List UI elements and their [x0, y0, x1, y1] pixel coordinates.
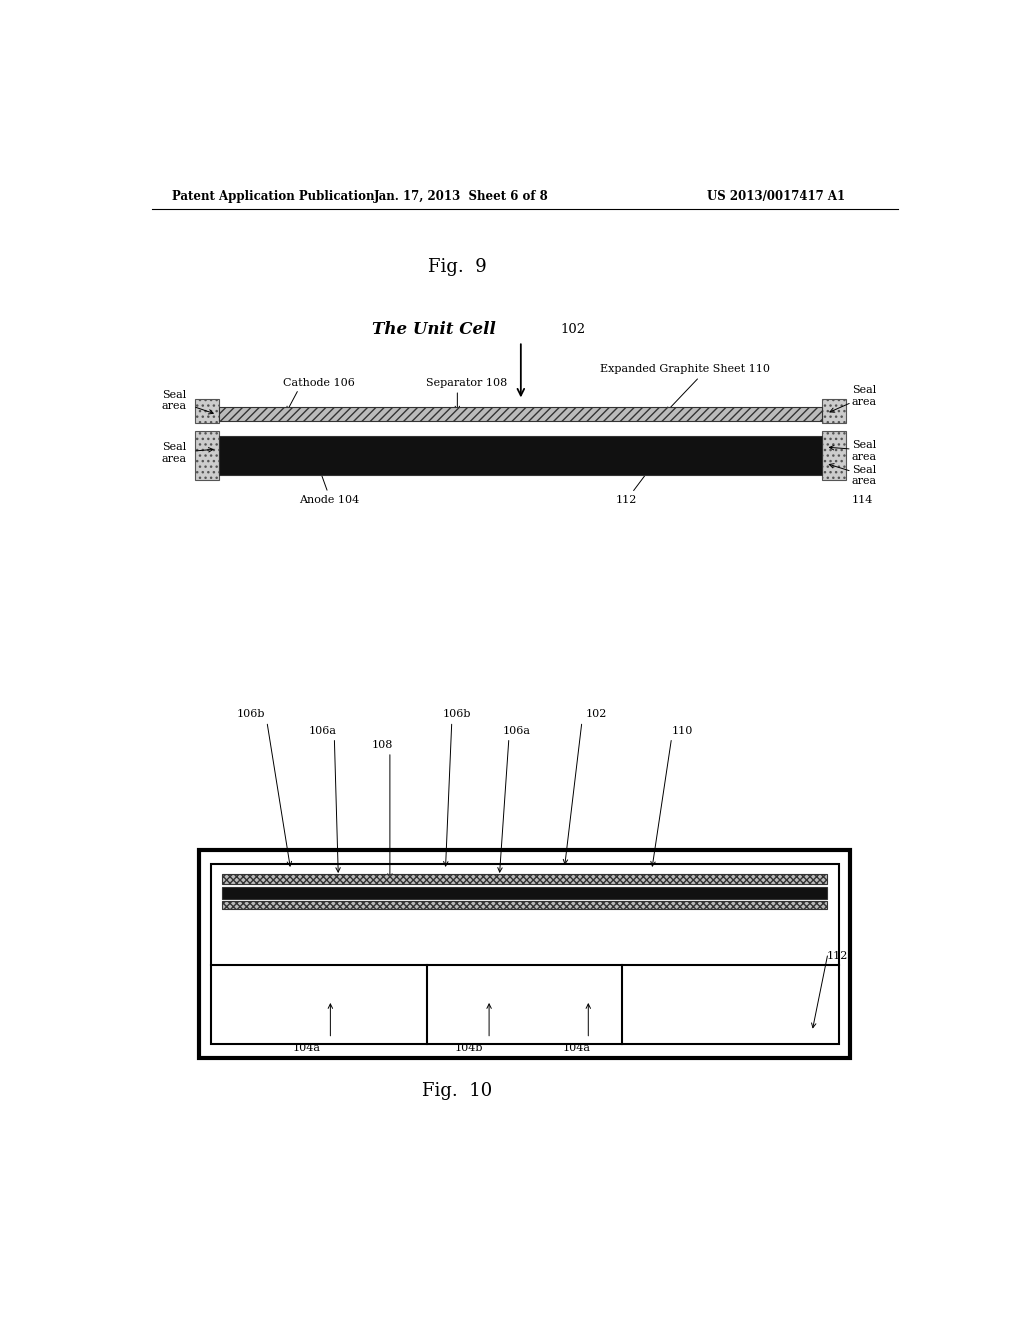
Bar [822, 399, 846, 422]
Text: 102: 102 [560, 322, 586, 335]
Text: Separator 108: Separator 108 [426, 378, 507, 388]
Text: 106a: 106a [308, 726, 337, 735]
Text: Fig.  9: Fig. 9 [428, 259, 486, 276]
Bar [222, 902, 827, 908]
Bar [222, 887, 827, 899]
Text: Fig.  10: Fig. 10 [422, 1082, 493, 1101]
Text: Seal
area: Seal area [162, 389, 186, 411]
Bar [222, 874, 827, 884]
Text: 102: 102 [586, 709, 607, 719]
Text: 104b: 104b [455, 1043, 483, 1052]
Bar [219, 408, 822, 421]
Text: Anode 104: Anode 104 [299, 495, 358, 506]
Bar [196, 430, 219, 479]
Bar [822, 430, 846, 479]
Text: 104a: 104a [562, 1043, 591, 1052]
Text: 112: 112 [826, 952, 848, 961]
Bar [200, 850, 850, 1057]
Bar [219, 436, 822, 474]
Text: 106a: 106a [503, 726, 530, 735]
Text: Seal
area: Seal area [852, 441, 877, 462]
Text: Seal
area: Seal area [852, 465, 877, 486]
Text: US 2013/0017417 A1: US 2013/0017417 A1 [708, 190, 846, 202]
Bar [196, 399, 219, 422]
Text: Seal
area: Seal area [162, 442, 186, 463]
Text: 110: 110 [672, 726, 693, 735]
Text: Cathode 106: Cathode 106 [283, 378, 354, 388]
Text: 106b: 106b [443, 709, 472, 719]
Text: 112: 112 [616, 495, 637, 506]
Bar [211, 863, 839, 1044]
Text: 106b: 106b [237, 709, 265, 719]
Text: Patent Application Publication: Patent Application Publication [172, 190, 374, 202]
Text: 108: 108 [372, 741, 392, 750]
Text: Jan. 17, 2013  Sheet 6 of 8: Jan. 17, 2013 Sheet 6 of 8 [374, 190, 549, 202]
Text: 114: 114 [852, 495, 873, 506]
Text: 104a: 104a [293, 1043, 321, 1052]
Text: Expanded Graphite Sheet 110: Expanded Graphite Sheet 110 [600, 364, 770, 374]
Text: The Unit Cell: The Unit Cell [372, 321, 496, 338]
Text: Seal
area: Seal area [852, 385, 877, 407]
